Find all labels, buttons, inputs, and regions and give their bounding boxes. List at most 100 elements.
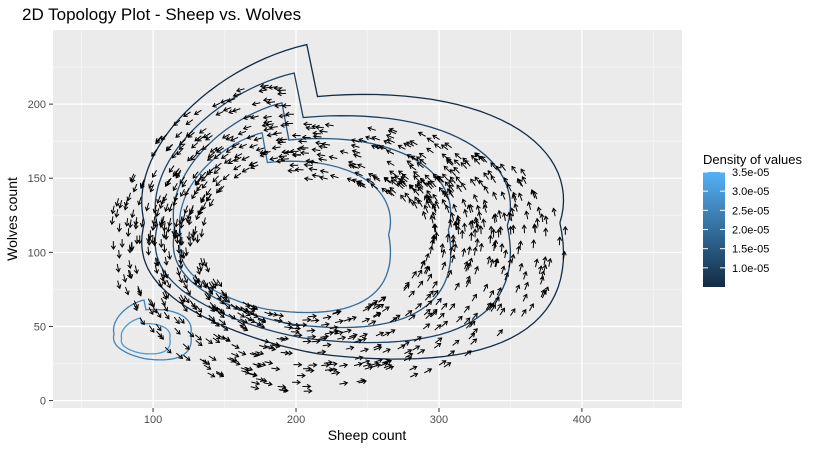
vector-arrowhead	[212, 177, 218, 183]
vector-arrowhead	[227, 159, 233, 164]
vector-arrowhead	[196, 269, 202, 275]
vector-arrowhead	[493, 258, 499, 263]
vector-arrowhead	[334, 329, 340, 335]
vector-arrow	[442, 199, 447, 208]
vector-arrowhead	[350, 164, 356, 169]
vector-arrow	[200, 194, 206, 202]
vector-arrowhead	[474, 152, 479, 158]
vector-arrow	[347, 178, 356, 183]
vector-arrowhead	[542, 264, 548, 270]
contour-line	[112, 299, 192, 361]
vector-arrowhead	[175, 133, 180, 138]
vector-arrowhead	[377, 345, 383, 351]
vector-arrow	[208, 355, 217, 361]
vector-arrow	[434, 337, 443, 344]
vector-arrow	[423, 266, 429, 274]
vector-arrowhead	[150, 226, 156, 232]
vector-arrow	[469, 321, 476, 328]
vector-arrowhead	[123, 201, 129, 207]
vector-arrow	[233, 164, 242, 171]
vector-arrowhead	[395, 314, 401, 320]
vector-arrowhead	[155, 139, 160, 145]
vector-arrow	[521, 309, 527, 317]
vector-arrowhead	[350, 138, 356, 144]
vector-arrow	[512, 194, 517, 203]
vector-arrowhead	[126, 274, 132, 279]
vector-arrow	[250, 164, 259, 169]
vector-arrowhead	[333, 325, 339, 331]
vector-arrow	[230, 136, 239, 142]
vector-arrowhead	[209, 202, 214, 207]
vector-arrow	[415, 303, 422, 310]
vector-arrowhead	[167, 255, 173, 261]
vector-arrow	[400, 194, 406, 202]
vector-arrow	[155, 137, 162, 144]
vector-arrowhead	[400, 176, 406, 181]
vector-arrow	[217, 311, 225, 318]
vector-arrow	[373, 346, 382, 351]
contour-line	[120, 317, 171, 355]
vector-arrowhead	[534, 217, 540, 223]
vector-arrow	[510, 213, 513, 222]
vector-arrow	[329, 156, 338, 159]
vector-arrowhead	[325, 362, 331, 368]
vector-arrowhead	[462, 222, 468, 228]
vector-arrowhead	[502, 212, 508, 217]
vector-arrowhead	[463, 208, 469, 214]
vector-arrowhead	[221, 320, 227, 326]
vector-arrowhead	[436, 324, 442, 329]
vector-arrow	[471, 155, 478, 162]
vector-arrow	[156, 257, 159, 266]
vector-arrow	[454, 153, 462, 160]
vector-arrowhead	[284, 336, 290, 342]
vector-arrow	[517, 178, 522, 187]
vector-arrowhead	[475, 204, 481, 210]
vector-arrow	[368, 320, 376, 326]
vector-arrowhead	[264, 338, 270, 344]
vector-arrowhead	[448, 246, 454, 252]
vector-arrow	[372, 174, 380, 180]
vector-arrow	[474, 266, 479, 275]
vector-arrowhead	[197, 341, 203, 347]
vector-arrowhead	[432, 134, 437, 140]
vector-arrow	[419, 152, 427, 159]
vector-arrowhead	[233, 165, 238, 171]
vector-arrowhead	[450, 238, 456, 243]
vector-arrow	[267, 133, 276, 136]
vector-arrow	[322, 143, 331, 146]
vector-arrowhead	[491, 214, 497, 220]
vector-arrow	[241, 156, 250, 161]
vector-arrowhead	[508, 212, 514, 218]
vector-arrowhead	[347, 160, 353, 166]
vector-arrow	[360, 348, 369, 352]
vector-arrow	[175, 218, 178, 227]
vector-arrow	[522, 294, 528, 302]
vector-arrow	[481, 156, 488, 163]
vector-arrowhead	[311, 147, 317, 153]
vector-arrow	[425, 300, 432, 308]
vector-arrowhead	[178, 259, 184, 265]
vector-arrow	[397, 182, 404, 189]
vector-arrow	[195, 148, 203, 155]
vector-arrow	[465, 276, 471, 284]
vector-arrow	[422, 323, 430, 330]
vector-arrowhead	[370, 183, 376, 188]
vector-arrow	[388, 189, 395, 197]
vector-arrowhead	[258, 88, 264, 94]
vector-arrow	[131, 209, 135, 218]
vector-arrow	[249, 161, 257, 166]
vector-arrowhead	[448, 189, 454, 195]
vector-arrowhead	[261, 361, 267, 367]
vector-arrow	[234, 156, 242, 162]
vector-arrowhead	[176, 249, 182, 254]
vector-arrowhead	[417, 131, 423, 137]
vector-arrowhead	[510, 308, 516, 313]
vector-arrowhead	[358, 137, 364, 143]
vector-arrowhead	[467, 350, 472, 355]
vector-arrowhead	[218, 187, 223, 193]
vector-arrow	[207, 372, 215, 378]
vector-arrowhead	[379, 331, 385, 337]
vector-arrowhead	[490, 175, 496, 180]
vector-arrowhead	[383, 139, 389, 145]
vector-arrowhead	[288, 350, 294, 356]
